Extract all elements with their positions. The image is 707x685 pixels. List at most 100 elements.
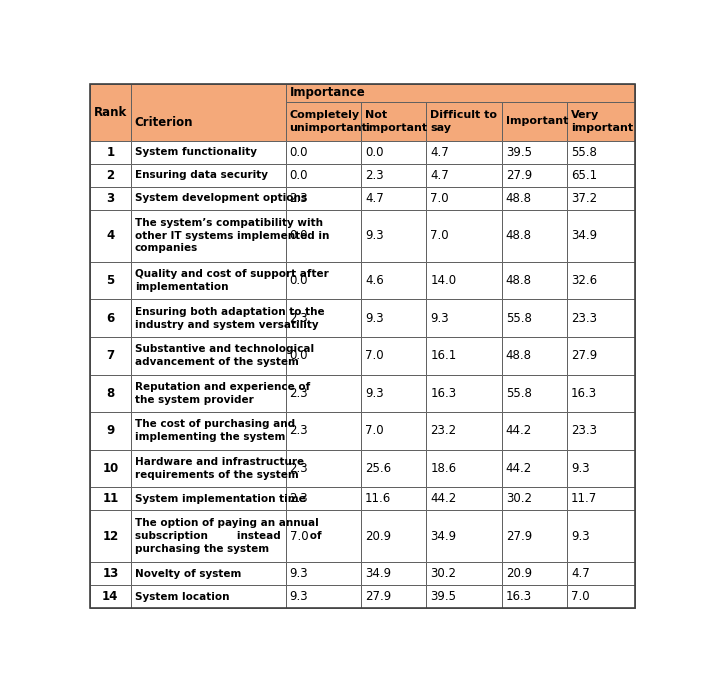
Text: 44.2: 44.2 xyxy=(506,425,532,437)
Bar xyxy=(90,585,131,608)
Bar xyxy=(131,337,286,375)
Bar xyxy=(131,412,286,449)
Text: 44.2: 44.2 xyxy=(431,492,457,505)
Text: 55.8: 55.8 xyxy=(506,387,532,400)
Text: 11.7: 11.7 xyxy=(571,492,597,505)
Bar xyxy=(502,375,567,412)
Text: 16.3: 16.3 xyxy=(431,387,457,400)
Bar xyxy=(286,299,361,337)
Text: 16.3: 16.3 xyxy=(506,590,532,603)
Bar xyxy=(361,562,426,585)
Text: 48.8: 48.8 xyxy=(506,229,532,242)
Text: 0.0: 0.0 xyxy=(290,146,308,159)
Text: 0.0: 0.0 xyxy=(365,146,383,159)
Bar xyxy=(90,84,131,141)
Text: System functionality: System functionality xyxy=(134,147,257,158)
Text: 25.6: 25.6 xyxy=(365,462,391,475)
Bar xyxy=(286,562,361,585)
Text: Very
important: Very important xyxy=(571,110,633,133)
Bar xyxy=(567,101,635,141)
Bar xyxy=(426,164,502,186)
Bar xyxy=(567,262,635,299)
Text: Not
important: Not important xyxy=(365,110,427,133)
Bar xyxy=(567,186,635,210)
Bar xyxy=(426,412,502,449)
Bar xyxy=(131,562,286,585)
Text: 27.9: 27.9 xyxy=(506,169,532,182)
Bar xyxy=(426,210,502,262)
Bar xyxy=(502,186,567,210)
Text: 9.3: 9.3 xyxy=(290,590,308,603)
Text: 23.3: 23.3 xyxy=(571,312,597,325)
Text: Difficult to
say: Difficult to say xyxy=(431,110,497,133)
Text: 55.8: 55.8 xyxy=(506,312,532,325)
Text: 11: 11 xyxy=(103,492,119,505)
Text: 9.3: 9.3 xyxy=(431,312,449,325)
Text: 48.8: 48.8 xyxy=(506,274,532,287)
Text: 4: 4 xyxy=(106,229,115,242)
Text: 37.2: 37.2 xyxy=(571,192,597,205)
Text: 4.7: 4.7 xyxy=(571,567,590,580)
Text: 4.7: 4.7 xyxy=(365,192,384,205)
Bar xyxy=(502,164,567,186)
Text: 9.3: 9.3 xyxy=(290,567,308,580)
Text: 34.9: 34.9 xyxy=(365,567,391,580)
Text: 48.8: 48.8 xyxy=(506,349,532,362)
Text: 1: 1 xyxy=(106,146,115,159)
Text: 4.7: 4.7 xyxy=(431,146,449,159)
Bar xyxy=(426,262,502,299)
Bar xyxy=(502,337,567,375)
Bar xyxy=(90,562,131,585)
Bar xyxy=(90,412,131,449)
Bar xyxy=(90,262,131,299)
Text: System location: System location xyxy=(134,592,229,601)
Bar xyxy=(567,510,635,562)
Bar xyxy=(567,375,635,412)
Text: 27.9: 27.9 xyxy=(571,349,597,362)
Bar xyxy=(426,186,502,210)
Text: 20.9: 20.9 xyxy=(365,530,391,543)
Text: 4.7: 4.7 xyxy=(431,169,449,182)
Text: 20.9: 20.9 xyxy=(506,567,532,580)
Bar xyxy=(361,141,426,164)
Bar xyxy=(502,299,567,337)
Bar xyxy=(426,510,502,562)
Bar xyxy=(502,101,567,141)
Text: 34.9: 34.9 xyxy=(571,229,597,242)
Bar xyxy=(361,585,426,608)
Text: 9.3: 9.3 xyxy=(571,462,590,475)
Bar xyxy=(426,101,502,141)
Text: 0.0: 0.0 xyxy=(290,349,308,362)
Bar xyxy=(90,186,131,210)
Bar xyxy=(90,141,131,164)
Bar xyxy=(131,449,286,487)
Bar xyxy=(90,487,131,510)
Text: Quality and cost of support after
implementation: Quality and cost of support after implem… xyxy=(134,269,329,292)
Bar xyxy=(286,164,361,186)
Bar xyxy=(131,164,286,186)
Text: Criterion: Criterion xyxy=(134,116,193,129)
Bar xyxy=(131,186,286,210)
Text: 2.3: 2.3 xyxy=(365,169,384,182)
Text: 9: 9 xyxy=(106,425,115,437)
Bar xyxy=(502,585,567,608)
Text: Substantive and technological
advancement of the system: Substantive and technological advancemen… xyxy=(134,345,314,367)
Bar xyxy=(426,337,502,375)
Text: 39.5: 39.5 xyxy=(506,146,532,159)
Text: 7.0: 7.0 xyxy=(290,530,308,543)
Text: 10: 10 xyxy=(103,462,119,475)
Bar xyxy=(131,375,286,412)
Text: The system’s compatibility with
other IT systems implemented in
companies: The system’s compatibility with other IT… xyxy=(134,218,329,253)
Text: The option of paying an annual
subscription        instead        of
purchasing : The option of paying an annual subscript… xyxy=(134,519,321,554)
Bar xyxy=(426,585,502,608)
Text: 55.8: 55.8 xyxy=(571,146,597,159)
Text: System development options: System development options xyxy=(134,193,307,203)
Bar xyxy=(286,412,361,449)
Text: Ensuring data security: Ensuring data security xyxy=(134,170,268,180)
Bar xyxy=(90,337,131,375)
Text: 34.9: 34.9 xyxy=(431,530,457,543)
Bar xyxy=(426,449,502,487)
Text: 2.3: 2.3 xyxy=(290,192,308,205)
Text: 8: 8 xyxy=(106,387,115,400)
Text: 2.3: 2.3 xyxy=(290,425,308,437)
